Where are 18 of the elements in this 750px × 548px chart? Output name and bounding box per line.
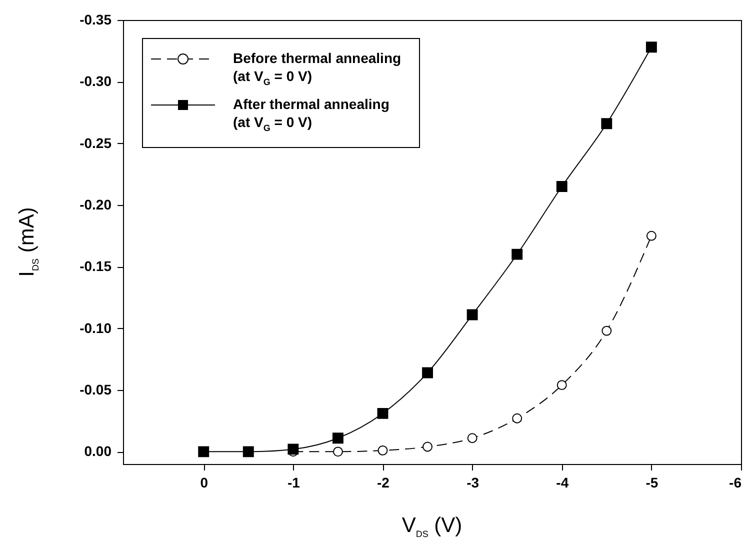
y-tick-label: -0.35 xyxy=(80,12,112,28)
x-tick-label: -1 xyxy=(287,474,300,490)
legend-label: Before thermal annealing (at V$_{G}$ = 0 V) xyxy=(233,49,402,89)
y-tick-label: 0.00 xyxy=(84,443,112,460)
x-tick-label: -2 xyxy=(377,474,390,490)
x-tick-label: -3 xyxy=(466,474,480,490)
legend-label: After thermal annealing (at V$_{G}$ = 0 V) xyxy=(233,94,390,135)
y-tick-label: -0.05 xyxy=(80,382,112,398)
x-axis-title: V$_{DS}$ (V) xyxy=(402,514,462,540)
x-tick-label: 0 xyxy=(200,474,208,490)
y-tick-label: -0.25 xyxy=(80,134,112,151)
y-tick-label: -0.10 xyxy=(80,320,112,336)
y-tick-label: -0.15 xyxy=(80,258,112,274)
x-tick-label: -5 xyxy=(646,474,658,490)
y-tick-label: -0.30 xyxy=(80,73,112,90)
x-tick-label: -6 xyxy=(729,474,742,490)
x-tick-label: -4 xyxy=(556,474,569,490)
y-tick-label: -0.20 xyxy=(80,196,112,212)
